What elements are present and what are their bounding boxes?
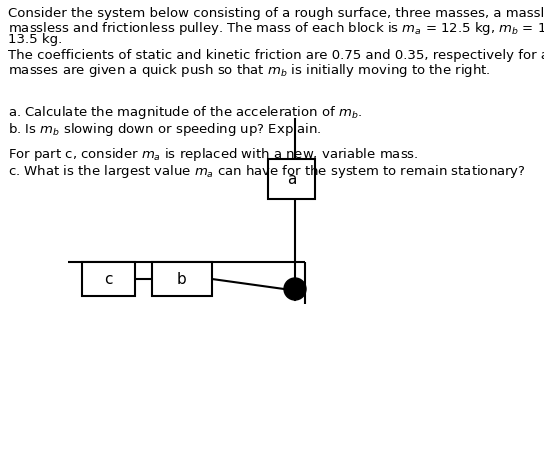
Text: massless and frictionless pulley. The mass of each block is $m_a$ = 12.5 kg, $m_: massless and frictionless pulley. The ma… (8, 20, 544, 37)
Text: masses are given a quick push so that $m_b$ is initially moving to the right.: masses are given a quick push so that $m… (8, 62, 491, 79)
Bar (268, 159, 315, 199)
Text: c: c (104, 272, 113, 286)
Text: c. What is the largest value $m_a$ can have for the system to remain stationary?: c. What is the largest value $m_a$ can h… (8, 163, 526, 180)
Text: For part c, consider $m_a$ is replaced with a new, variable mass.: For part c, consider $m_a$ is replaced w… (8, 146, 418, 163)
Text: Consider the system below consisting of a rough surface, three masses, a massles: Consider the system below consisting of … (8, 7, 544, 20)
Bar (82, 262, 135, 296)
Bar (152, 262, 212, 296)
Text: b: b (177, 272, 187, 286)
Text: b. Is $m_b$ slowing down or speeding up? Explain.: b. Is $m_b$ slowing down or speeding up?… (8, 121, 321, 138)
Text: The coefficients of static and kinetic friction are 0.75 and 0.35, respectively : The coefficients of static and kinetic f… (8, 49, 544, 62)
Text: a. Calculate the magnitude of the acceleration of $m_b$.: a. Calculate the magnitude of the accele… (8, 104, 362, 121)
Text: a: a (287, 172, 296, 186)
Circle shape (284, 278, 306, 300)
Text: 13.5 kg.: 13.5 kg. (8, 33, 62, 46)
